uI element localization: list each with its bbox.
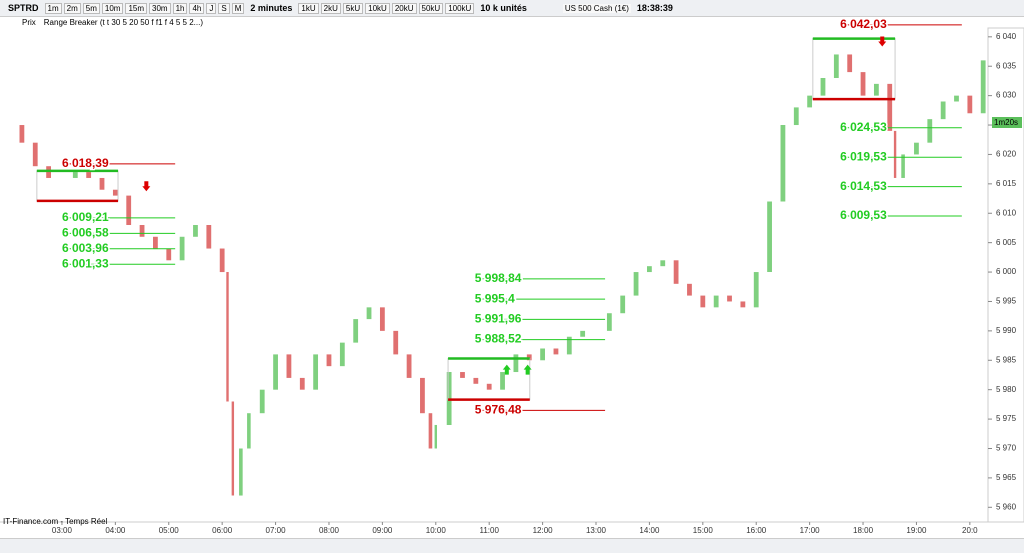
level-label: 6 018,39 bbox=[62, 156, 109, 170]
x-tick-label: 17:00 bbox=[800, 526, 821, 535]
signal-arrow bbox=[502, 364, 511, 375]
y-tick-label: 6 005 bbox=[996, 238, 1017, 247]
x-tick-label: 15:00 bbox=[693, 526, 714, 535]
level-label: 6 001,33 bbox=[62, 256, 109, 270]
period-button[interactable]: 1m bbox=[44, 2, 62, 14]
y-tick-label: 5 980 bbox=[996, 385, 1017, 394]
instrument[interactable]: US 500 Cash (1€) bbox=[562, 3, 631, 13]
period-button[interactable]: 2m bbox=[63, 2, 81, 14]
indicator[interactable]: Range Breaker (t t 30 5 20 50 f f1 f 4 5… bbox=[43, 18, 203, 27]
level-label: 6 019,53 bbox=[840, 149, 887, 163]
x-tick-label: 13:00 bbox=[586, 526, 607, 535]
x-tick-label: 18:00 bbox=[853, 526, 874, 535]
y-tick-label: 5 970 bbox=[996, 444, 1017, 453]
unit-button[interactable]: 100kU bbox=[445, 2, 475, 14]
signal-arrow bbox=[523, 364, 532, 375]
unit-button[interactable]: 20kU bbox=[391, 2, 417, 14]
y-tick-label: 6 010 bbox=[996, 208, 1017, 217]
period-button[interactable]: 1h bbox=[172, 2, 188, 14]
indicator-bar: Prix Range Breaker (t t 30 5 20 50 f f1 f… bbox=[0, 17, 1024, 28]
level-label: 6 014,53 bbox=[840, 179, 887, 193]
clock: 18:38:39 bbox=[636, 3, 673, 13]
period-button[interactable]: S bbox=[218, 2, 230, 14]
y-tick-label: 5 990 bbox=[996, 326, 1017, 335]
unit-select[interactable]: 10 k unités bbox=[480, 3, 527, 13]
y-tick-label: 6 030 bbox=[996, 91, 1017, 100]
y-tick-label: 6 040 bbox=[996, 32, 1017, 41]
y-tick-label: 5 975 bbox=[996, 414, 1017, 423]
countdown-box bbox=[992, 117, 1022, 128]
unit-button[interactable]: 1kU bbox=[298, 2, 319, 14]
signal-arrow bbox=[142, 181, 151, 192]
y-tick-label: 5 985 bbox=[996, 355, 1017, 364]
level-label: 6 003,96 bbox=[62, 241, 109, 255]
level-label: 5 991,96 bbox=[475, 312, 522, 326]
level-label: 5 988,52 bbox=[475, 332, 522, 346]
y-tick-label: 5 995 bbox=[996, 297, 1017, 306]
y-tick-label: 6 020 bbox=[996, 150, 1017, 159]
indicator[interactable]: Prix bbox=[22, 18, 36, 27]
y-tick-label: 5 960 bbox=[996, 502, 1017, 511]
x-tick-label: 19:00 bbox=[906, 526, 927, 535]
signal-arrow bbox=[878, 36, 887, 47]
chart: 5 960 5 965 5 970 5 975 5 980 5 985 5 990 5 995… bbox=[0, 16, 1024, 535]
x-tick-label: 07:00 bbox=[266, 526, 287, 535]
period-select[interactable]: 2 minutes bbox=[250, 3, 293, 13]
x-tick-label: 12:00 bbox=[533, 526, 554, 535]
level-label: 6 009,53 bbox=[840, 208, 887, 222]
x-tick-label: 03:00 bbox=[52, 526, 73, 535]
x-tick-label: 06:00 bbox=[212, 526, 233, 535]
x-tick-label: 08:00 bbox=[319, 526, 340, 535]
level-label: 6 024,53 bbox=[840, 120, 887, 134]
period-button[interactable]: 5m bbox=[82, 2, 100, 14]
y-tick-label: 6 000 bbox=[996, 267, 1017, 276]
unit-button[interactable]: 2kU bbox=[320, 2, 341, 14]
level-label: 6 042,03 bbox=[840, 17, 887, 31]
x-tick-label: 04:00 bbox=[105, 526, 126, 535]
level-label: 5 995,4 bbox=[475, 291, 515, 305]
level-label: 6 006,58 bbox=[62, 226, 109, 240]
unit-button[interactable]: 50kU bbox=[418, 2, 444, 14]
countdown: 1m20s bbox=[994, 118, 1018, 127]
x-tick-label: 16:00 bbox=[746, 526, 767, 535]
unit-button[interactable]: 5kU bbox=[342, 2, 364, 14]
unit-button[interactable]: 10kU bbox=[365, 2, 390, 14]
level-label: 5 998,84 bbox=[475, 271, 522, 285]
bottom-toolbar bbox=[0, 538, 1024, 553]
level-label: 5 976,48 bbox=[475, 403, 522, 417]
y-tick-label: 6 015 bbox=[996, 179, 1017, 188]
period-button[interactable]: 30m bbox=[149, 2, 171, 14]
x-tick-label: 20:0 bbox=[962, 526, 978, 535]
y-tick-label: 6 035 bbox=[996, 61, 1017, 70]
source: IT-Finance.com - Temps Réel bbox=[3, 517, 108, 526]
period-button[interactable]: M bbox=[231, 2, 245, 14]
x-tick-label: 10:00 bbox=[426, 526, 447, 535]
period-button[interactable]: J bbox=[206, 2, 217, 14]
x-tick-label: 11:00 bbox=[479, 526, 499, 535]
y-tick-label: 5 965 bbox=[996, 473, 1017, 482]
period-button[interactable]: 10m bbox=[101, 2, 124, 14]
x-tick-label: 05:00 bbox=[159, 526, 180, 535]
symbol[interactable]: SPTRD bbox=[8, 3, 39, 13]
x-tick-label: 09:00 bbox=[372, 526, 393, 535]
period-button[interactable]: 4h bbox=[189, 2, 205, 14]
x-tick-label: 14:00 bbox=[639, 526, 660, 535]
period-button[interactable]: 15m bbox=[125, 2, 148, 14]
level-label: 6 009,21 bbox=[62, 210, 109, 224]
toolbar: SPTRD 1m 2m 5m 10m 15m 30m 1h 4h J S M 2 minutes 1kU 2… bbox=[0, 0, 1024, 17]
